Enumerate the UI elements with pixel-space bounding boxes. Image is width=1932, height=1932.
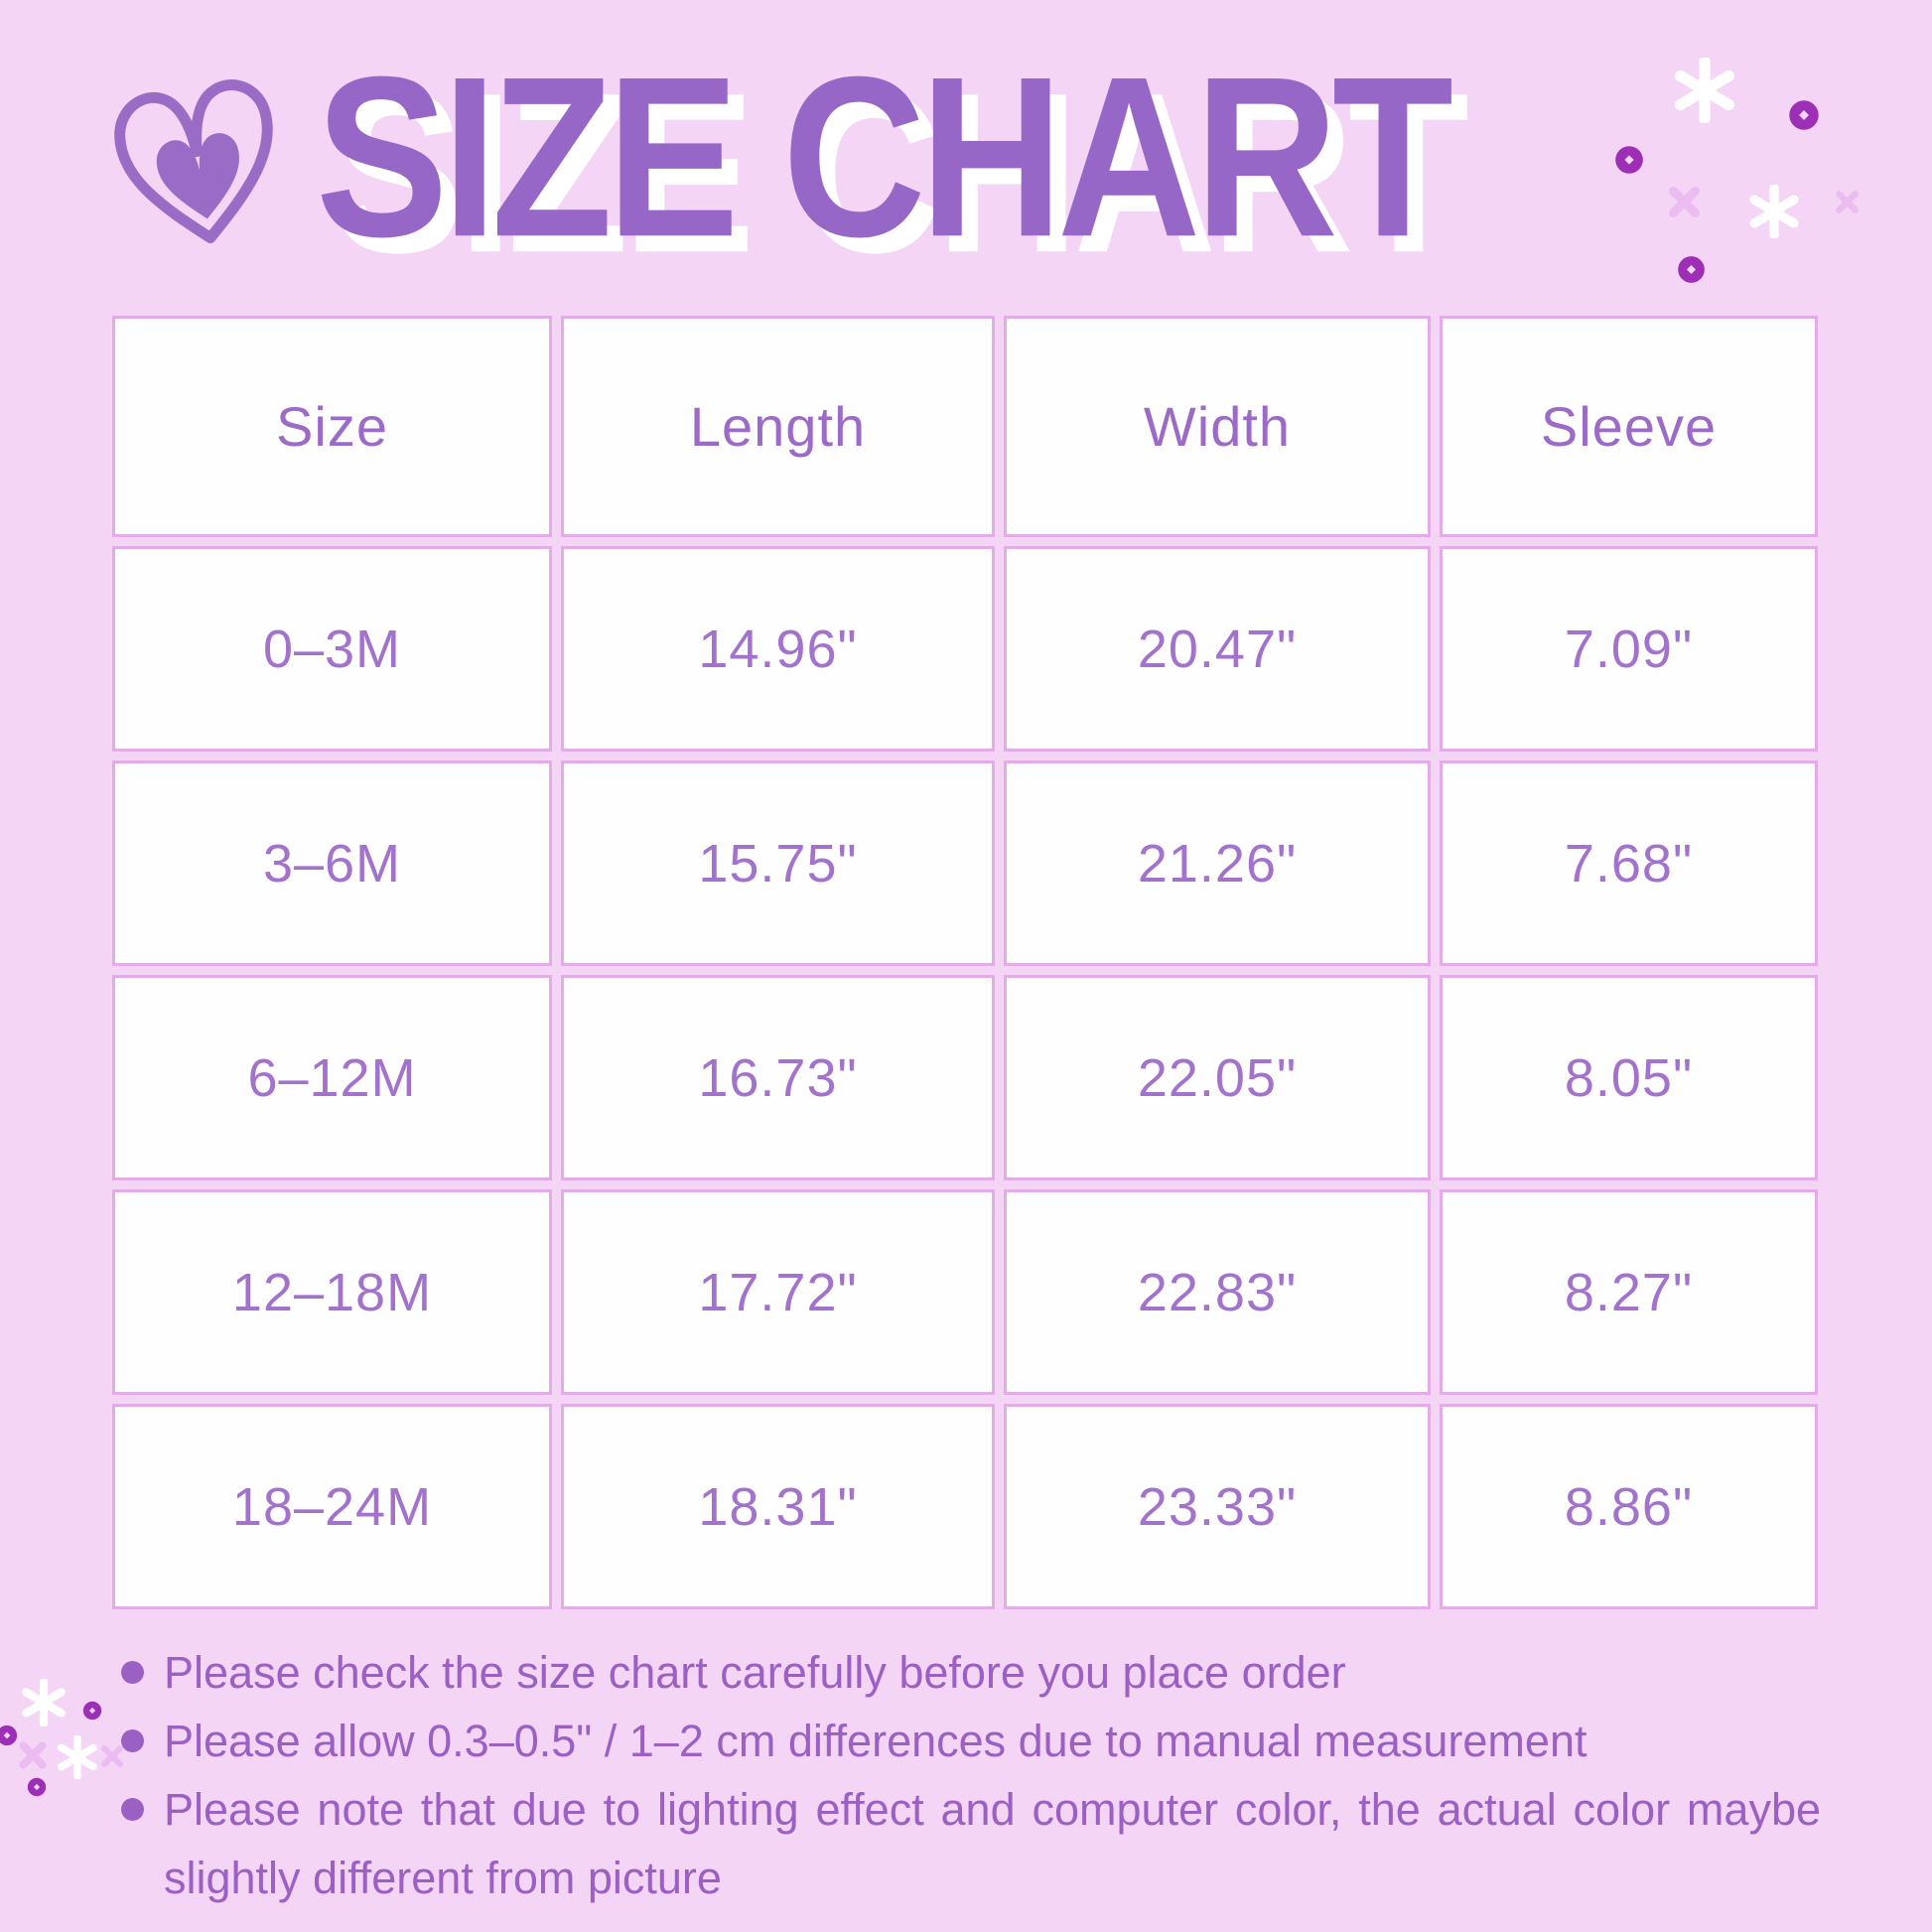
table-cell-width: 21.26" xyxy=(1004,760,1431,966)
dot-icon xyxy=(1615,146,1643,174)
table-cell-width: 22.83" xyxy=(1004,1189,1431,1395)
dot-icon xyxy=(1789,100,1819,130)
table-cell-length: 14.96" xyxy=(561,546,995,752)
cross-icon xyxy=(99,1743,125,1769)
sparkle-icon xyxy=(20,1679,68,1726)
table-cell-length: 15.75" xyxy=(561,760,995,966)
table-cell-sleeve: 8.05" xyxy=(1440,975,1818,1180)
cross-icon xyxy=(17,1739,49,1771)
sparkle-icon xyxy=(1747,185,1801,238)
table-cell-width: 23.33" xyxy=(1004,1404,1431,1609)
column-header-size: Size xyxy=(112,316,552,537)
heart-icon xyxy=(114,79,273,244)
cross-icon xyxy=(1834,189,1861,215)
table-cell-size: 3–6M xyxy=(112,760,552,966)
table-cell-sleeve: 8.86" xyxy=(1440,1404,1818,1609)
table-cell-size: 0–3M xyxy=(112,546,552,752)
cross-icon xyxy=(1666,184,1703,220)
table-cell-size: 12–18M xyxy=(112,1189,552,1395)
table-cell-size: 6–12M xyxy=(112,975,552,1180)
notes-list: Please check the size chart carefully be… xyxy=(121,1638,1874,1912)
page-title: SIZE CHART xyxy=(316,30,1453,285)
table-cell-length: 17.72" xyxy=(561,1189,995,1395)
note-item: Please note that due to lighting effect … xyxy=(121,1775,1874,1912)
bullet-dot-icon xyxy=(121,1729,144,1752)
note-text: Please allow 0.3–0.5" / 1–2 cm differenc… xyxy=(164,1716,1587,1766)
table-cell-sleeve: 7.68" xyxy=(1440,760,1818,966)
header: SIZE CHART xyxy=(0,0,1932,308)
dot-icon xyxy=(1678,256,1705,283)
table-cell-size: 18–24M xyxy=(112,1404,552,1609)
size-table: Size Length Width Sleeve 0–3M 14.96" 20.… xyxy=(112,316,1818,1609)
note-text: Please note that due to lighting effect … xyxy=(164,1784,1821,1903)
table-cell-sleeve: 8.27" xyxy=(1440,1189,1818,1395)
bullet-dot-icon xyxy=(121,1661,144,1684)
table-cell-width: 20.47" xyxy=(1004,546,1431,752)
column-header-length: Length xyxy=(561,316,995,537)
sparkle-icon xyxy=(56,1735,99,1779)
dot-icon xyxy=(27,1777,47,1797)
table-cell-sleeve: 7.09" xyxy=(1440,546,1818,752)
dot-icon xyxy=(82,1701,102,1721)
sparkle-icon xyxy=(1672,58,1737,123)
bullet-dot-icon xyxy=(121,1798,144,1821)
table-cell-width: 22.05" xyxy=(1004,975,1431,1180)
column-header-width: Width xyxy=(1004,316,1431,537)
table-cell-length: 16.73" xyxy=(561,975,995,1180)
note-text: Please check the size chart carefully be… xyxy=(164,1647,1346,1698)
note-item: Please allow 0.3–0.5" / 1–2 cm differenc… xyxy=(121,1707,1874,1775)
dot-icon xyxy=(0,1725,18,1746)
table-cell-length: 18.31" xyxy=(561,1404,995,1609)
column-header-sleeve: Sleeve xyxy=(1440,316,1818,537)
note-item: Please check the size chart carefully be… xyxy=(121,1638,1874,1707)
